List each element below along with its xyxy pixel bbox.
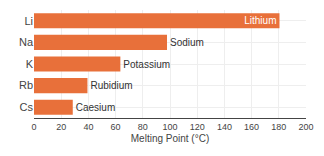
svg-text:Rubidium: Rubidium (90, 80, 132, 91)
svg-text:Lithium: Lithium (244, 15, 276, 26)
svg-text:Caesium: Caesium (76, 102, 115, 113)
svg-text:K: K (26, 58, 34, 70)
svg-text:40: 40 (83, 122, 93, 132)
svg-text:140: 140 (217, 122, 232, 132)
svg-text:Na: Na (19, 36, 34, 48)
svg-text:200: 200 (298, 122, 313, 132)
svg-text:180: 180 (271, 122, 286, 132)
svg-text:60: 60 (111, 122, 121, 132)
svg-text:80: 80 (138, 122, 148, 132)
svg-text:20: 20 (56, 122, 66, 132)
svg-text:Rb: Rb (19, 79, 33, 91)
svg-text:Melting Point (°C): Melting Point (°C) (131, 133, 209, 144)
svg-text:100: 100 (162, 122, 177, 132)
svg-text:120: 120 (190, 122, 205, 132)
svg-text:Li: Li (24, 15, 33, 27)
svg-text:Cs: Cs (20, 101, 34, 113)
svg-text:160: 160 (244, 122, 259, 132)
svg-text:Potassium: Potassium (123, 59, 170, 70)
svg-text:0: 0 (31, 122, 36, 132)
svg-text:Sodium: Sodium (170, 37, 204, 48)
